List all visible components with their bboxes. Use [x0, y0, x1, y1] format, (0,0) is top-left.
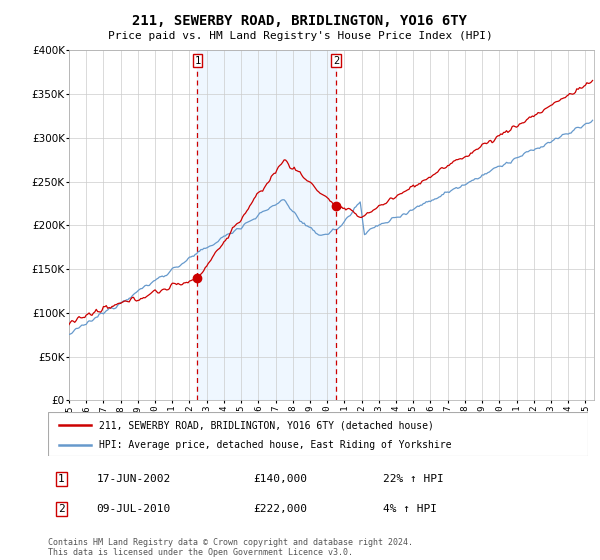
FancyBboxPatch shape [48, 412, 588, 456]
Text: 2: 2 [333, 55, 339, 66]
Text: 211, SEWERBY ROAD, BRIDLINGTON, YO16 6TY: 211, SEWERBY ROAD, BRIDLINGTON, YO16 6TY [133, 14, 467, 28]
Text: Contains HM Land Registry data © Crown copyright and database right 2024.
This d: Contains HM Land Registry data © Crown c… [48, 538, 413, 557]
Text: £140,000: £140,000 [253, 474, 307, 484]
Text: 2: 2 [58, 504, 65, 514]
Text: 22% ↑ HPI: 22% ↑ HPI [383, 474, 443, 484]
Text: 4% ↑ HPI: 4% ↑ HPI [383, 504, 437, 514]
Text: HPI: Average price, detached house, East Riding of Yorkshire: HPI: Average price, detached house, East… [100, 440, 452, 450]
Text: 1: 1 [194, 55, 200, 66]
Text: £222,000: £222,000 [253, 504, 307, 514]
Text: 09-JUL-2010: 09-JUL-2010 [97, 504, 171, 514]
Bar [197, 50, 336, 400]
Text: 17-JUN-2002: 17-JUN-2002 [97, 474, 171, 484]
Text: 211, SEWERBY ROAD, BRIDLINGTON, YO16 6TY (detached house): 211, SEWERBY ROAD, BRIDLINGTON, YO16 6TY… [100, 420, 434, 430]
Text: Price paid vs. HM Land Registry's House Price Index (HPI): Price paid vs. HM Land Registry's House … [107, 31, 493, 41]
Text: 1: 1 [58, 474, 65, 484]
